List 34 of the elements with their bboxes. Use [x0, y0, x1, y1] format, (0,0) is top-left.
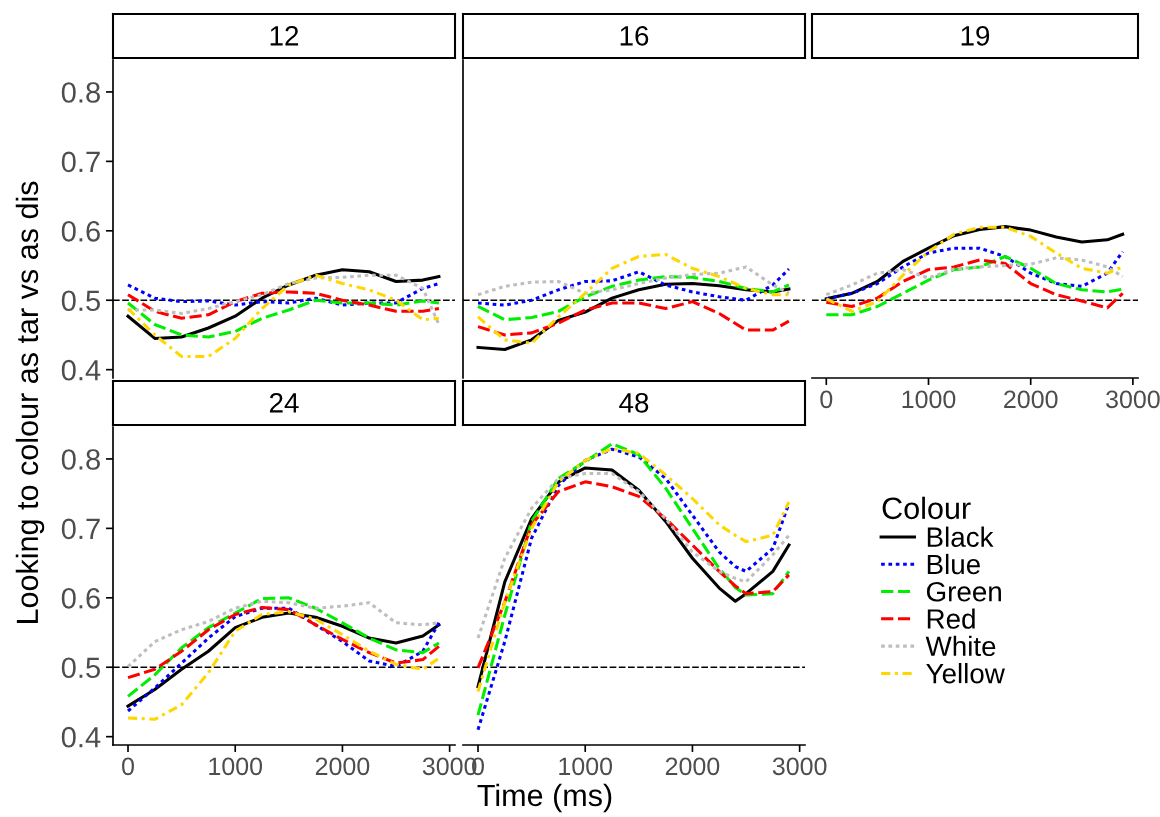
y-tick-label: 0.8	[61, 449, 100, 470]
legend-title: Colour	[882, 496, 971, 520]
x-tick-label: 2000	[1004, 390, 1058, 409]
chart-title: 24	[269, 392, 299, 413]
legend-label: Blue	[927, 553, 980, 575]
x-tick-label: 0	[820, 390, 833, 409]
x-tick-label: 1000	[209, 757, 263, 776]
chart-title: 16	[620, 25, 649, 46]
x-tick-label: 1000	[902, 390, 956, 409]
y-axis-title: Looking to colour as tar vs as dis	[15, 181, 45, 623]
x-tick-label: 2000	[665, 757, 720, 776]
y-tick-label: 0.4	[61, 359, 101, 381]
legend-label: Red	[927, 608, 975, 629]
y-tick-label: 0.7	[61, 518, 100, 540]
x-tick-label: 3000	[1106, 390, 1160, 409]
y-tick-label: 0.5	[61, 657, 100, 679]
x-tick-label: 1000	[559, 757, 613, 776]
x-tick-label: 3000	[772, 757, 827, 776]
y-tick-label: 0.6	[61, 588, 100, 609]
y-tick-label: 0.5	[61, 290, 100, 312]
chart-title: 48	[619, 392, 649, 413]
chart-title: 19	[961, 25, 990, 46]
chart-title: 12	[270, 25, 299, 46]
legend-label: White	[925, 635, 996, 657]
y-tick-label: 0.7	[61, 151, 100, 173]
y-tick-label: 0.8	[61, 82, 100, 103]
legend-label: Green	[926, 581, 1001, 602]
legend-label: Black	[927, 526, 994, 547]
x-tick-label: 0	[122, 757, 134, 776]
x-tick-label: 2000	[315, 757, 370, 776]
y-tick-label: 0.6	[61, 221, 100, 242]
y-tick-label: 0.4	[61, 726, 101, 748]
x-axis-title: Time (ms)	[477, 783, 612, 813]
legend-label: Yellow	[926, 662, 1005, 684]
